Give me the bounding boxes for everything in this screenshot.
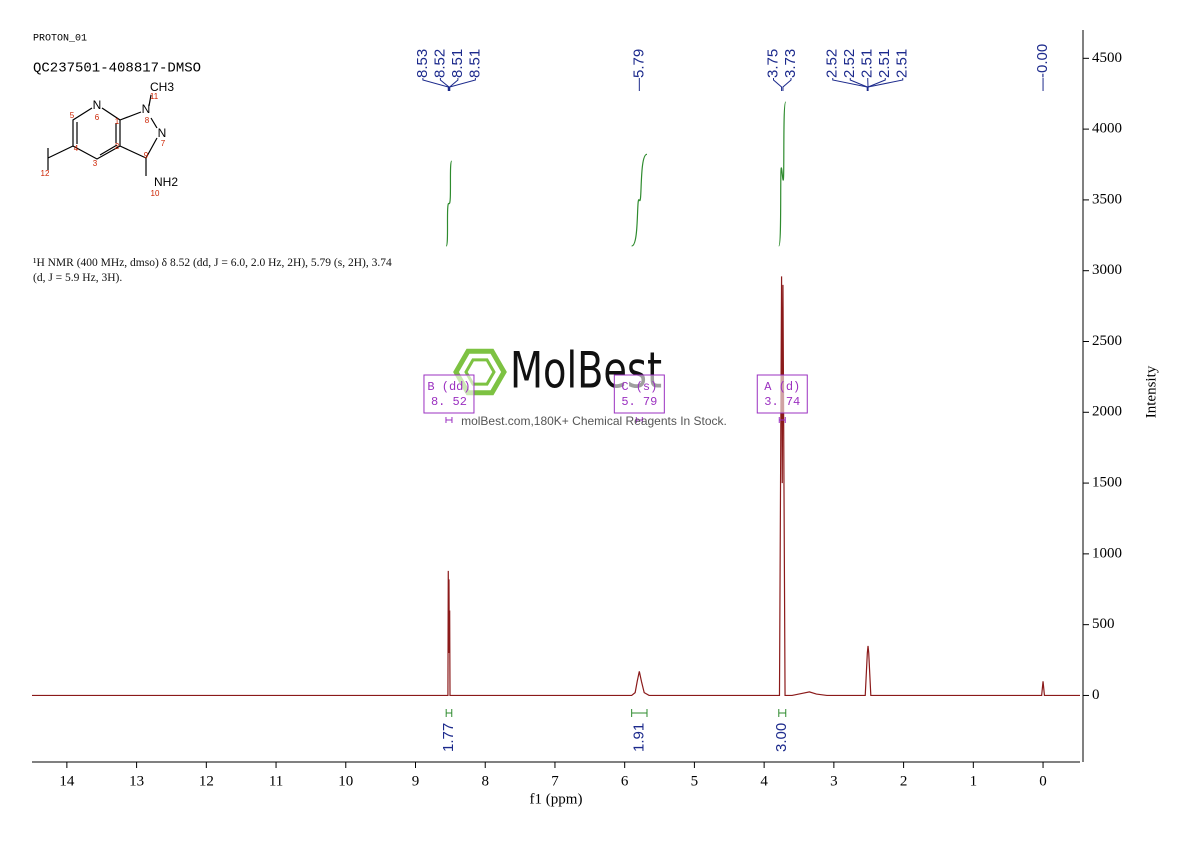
y-axis-label: Intensity bbox=[1143, 365, 1159, 418]
multiplet-box bbox=[613, 374, 665, 414]
integral-curve bbox=[778, 101, 787, 247]
integral-label: 1.91 bbox=[630, 723, 647, 752]
peak-label: 2.52 bbox=[841, 49, 858, 78]
atom-number: 9 bbox=[144, 151, 149, 160]
atom-label: CH3 bbox=[150, 80, 174, 94]
x-tick-label: 12 bbox=[199, 773, 214, 789]
nmr-description: ¹H NMR (400 MHz, dmso) δ 8.52 (dd, J = 6… bbox=[33, 257, 392, 284]
peak-label: 8.51 bbox=[466, 49, 483, 78]
multiplet-name: C (s) bbox=[621, 380, 657, 394]
x-tick-label: 14 bbox=[59, 773, 75, 789]
structure-bonds bbox=[47, 94, 158, 176]
peak-label: 8.53 bbox=[414, 49, 431, 78]
multiplet-shift: 8. 52 bbox=[431, 395, 467, 409]
y-tick-label: 3000 bbox=[1092, 262, 1122, 278]
peak-label: 2.52 bbox=[824, 49, 841, 78]
logo-icon bbox=[464, 358, 496, 386]
integral-label: 1.77 bbox=[440, 723, 457, 752]
multiplet-range bbox=[445, 417, 453, 423]
x-tick-label: 6 bbox=[621, 773, 629, 789]
integral-bracket bbox=[445, 709, 453, 717]
bond bbox=[47, 94, 158, 176]
multiplet-shift: 3. 74 bbox=[764, 395, 800, 409]
integral-curve bbox=[631, 153, 648, 247]
x-tick-label: 0 bbox=[1039, 773, 1047, 789]
atom-label: NH2 bbox=[154, 175, 178, 189]
atom-number: 5 bbox=[70, 111, 75, 120]
atom-number: 1 bbox=[115, 117, 120, 126]
multiplet-name: B (dd) bbox=[427, 380, 470, 394]
y-tick-label: 2500 bbox=[1092, 333, 1122, 349]
peak-connector bbox=[439, 78, 450, 91]
peak-label: 3.75 bbox=[764, 49, 781, 78]
y-tick-label: 4000 bbox=[1092, 121, 1122, 137]
peak-connector bbox=[422, 78, 449, 91]
peak-label: 5.79 bbox=[630, 49, 647, 78]
multiplet-name: A (d) bbox=[764, 380, 800, 394]
peak-label: 3.73 bbox=[782, 49, 799, 78]
multiplet-box bbox=[423, 374, 475, 414]
x-tick-label: 7 bbox=[551, 773, 559, 789]
x-tick-label: 1 bbox=[970, 773, 978, 789]
peak-label: -0.00 bbox=[1034, 44, 1051, 78]
peak-label: 2.51 bbox=[894, 49, 911, 78]
experiment-name: PROTON_01 bbox=[33, 34, 87, 45]
atom-number: 12 bbox=[41, 169, 50, 178]
y-tick-label: 2000 bbox=[1092, 404, 1122, 420]
atom-number: 2 bbox=[115, 142, 120, 151]
atom-label: N bbox=[93, 98, 102, 112]
x-tick-label: 3 bbox=[830, 773, 838, 789]
peak-connector bbox=[449, 78, 459, 91]
x-tick-label: 4 bbox=[760, 773, 768, 789]
peak-connector bbox=[449, 78, 476, 91]
multiplet-range bbox=[635, 417, 643, 423]
peak-connector bbox=[849, 78, 868, 91]
multiplet-shift: 5. 79 bbox=[621, 395, 657, 409]
atom-label: N bbox=[158, 126, 167, 140]
y-tick-label: 3500 bbox=[1092, 191, 1122, 207]
x-tick-label: 5 bbox=[691, 773, 699, 789]
peak-label: 2.51 bbox=[876, 49, 893, 78]
atom-number: 4 bbox=[74, 144, 79, 153]
sample-name: QC237501-408817-DMSO bbox=[33, 61, 201, 77]
integral-bracket bbox=[631, 709, 648, 717]
x-tick-label: 2 bbox=[900, 773, 908, 789]
x-tick-label: 10 bbox=[338, 773, 353, 789]
y-tick-label: 1000 bbox=[1092, 545, 1122, 561]
atom-number: 3 bbox=[93, 159, 98, 168]
x-tick-label: 8 bbox=[481, 773, 489, 789]
atom-number: 11 bbox=[150, 92, 159, 101]
watermark-tagline: molBest.com,180K+ Chemical Reagents In S… bbox=[461, 414, 727, 428]
integral-curve bbox=[445, 160, 453, 247]
peak-connector bbox=[867, 78, 904, 91]
y-tick-label: 4500 bbox=[1092, 50, 1122, 66]
atom-number: 7 bbox=[161, 139, 166, 148]
atom-number: 10 bbox=[151, 189, 160, 198]
integral-bracket bbox=[778, 709, 787, 717]
peak-label: 2.51 bbox=[859, 49, 876, 78]
y-tick-label: 0 bbox=[1092, 687, 1100, 703]
x-tick-label: 11 bbox=[269, 773, 283, 789]
x-tick-label: 13 bbox=[129, 773, 144, 789]
logo-icon bbox=[453, 348, 507, 396]
y-tick-label: 1500 bbox=[1092, 475, 1122, 491]
peak-connector bbox=[773, 78, 783, 91]
x-axis-label: f1 (ppm) bbox=[530, 791, 583, 807]
atom-label: N bbox=[142, 102, 151, 116]
spectrum-line bbox=[32, 276, 1080, 697]
atom-number: 8 bbox=[145, 116, 150, 125]
y-tick-label: 500 bbox=[1092, 616, 1115, 632]
multiplet-range bbox=[778, 417, 786, 423]
integral-label: 3.00 bbox=[773, 723, 790, 752]
multiplet-box bbox=[756, 374, 808, 414]
peak-label: 8.52 bbox=[431, 49, 448, 78]
atom-number: 6 bbox=[95, 113, 100, 122]
peak-connector bbox=[782, 78, 792, 91]
peak-label: 8.51 bbox=[449, 49, 466, 78]
x-tick-label: 9 bbox=[412, 773, 420, 789]
